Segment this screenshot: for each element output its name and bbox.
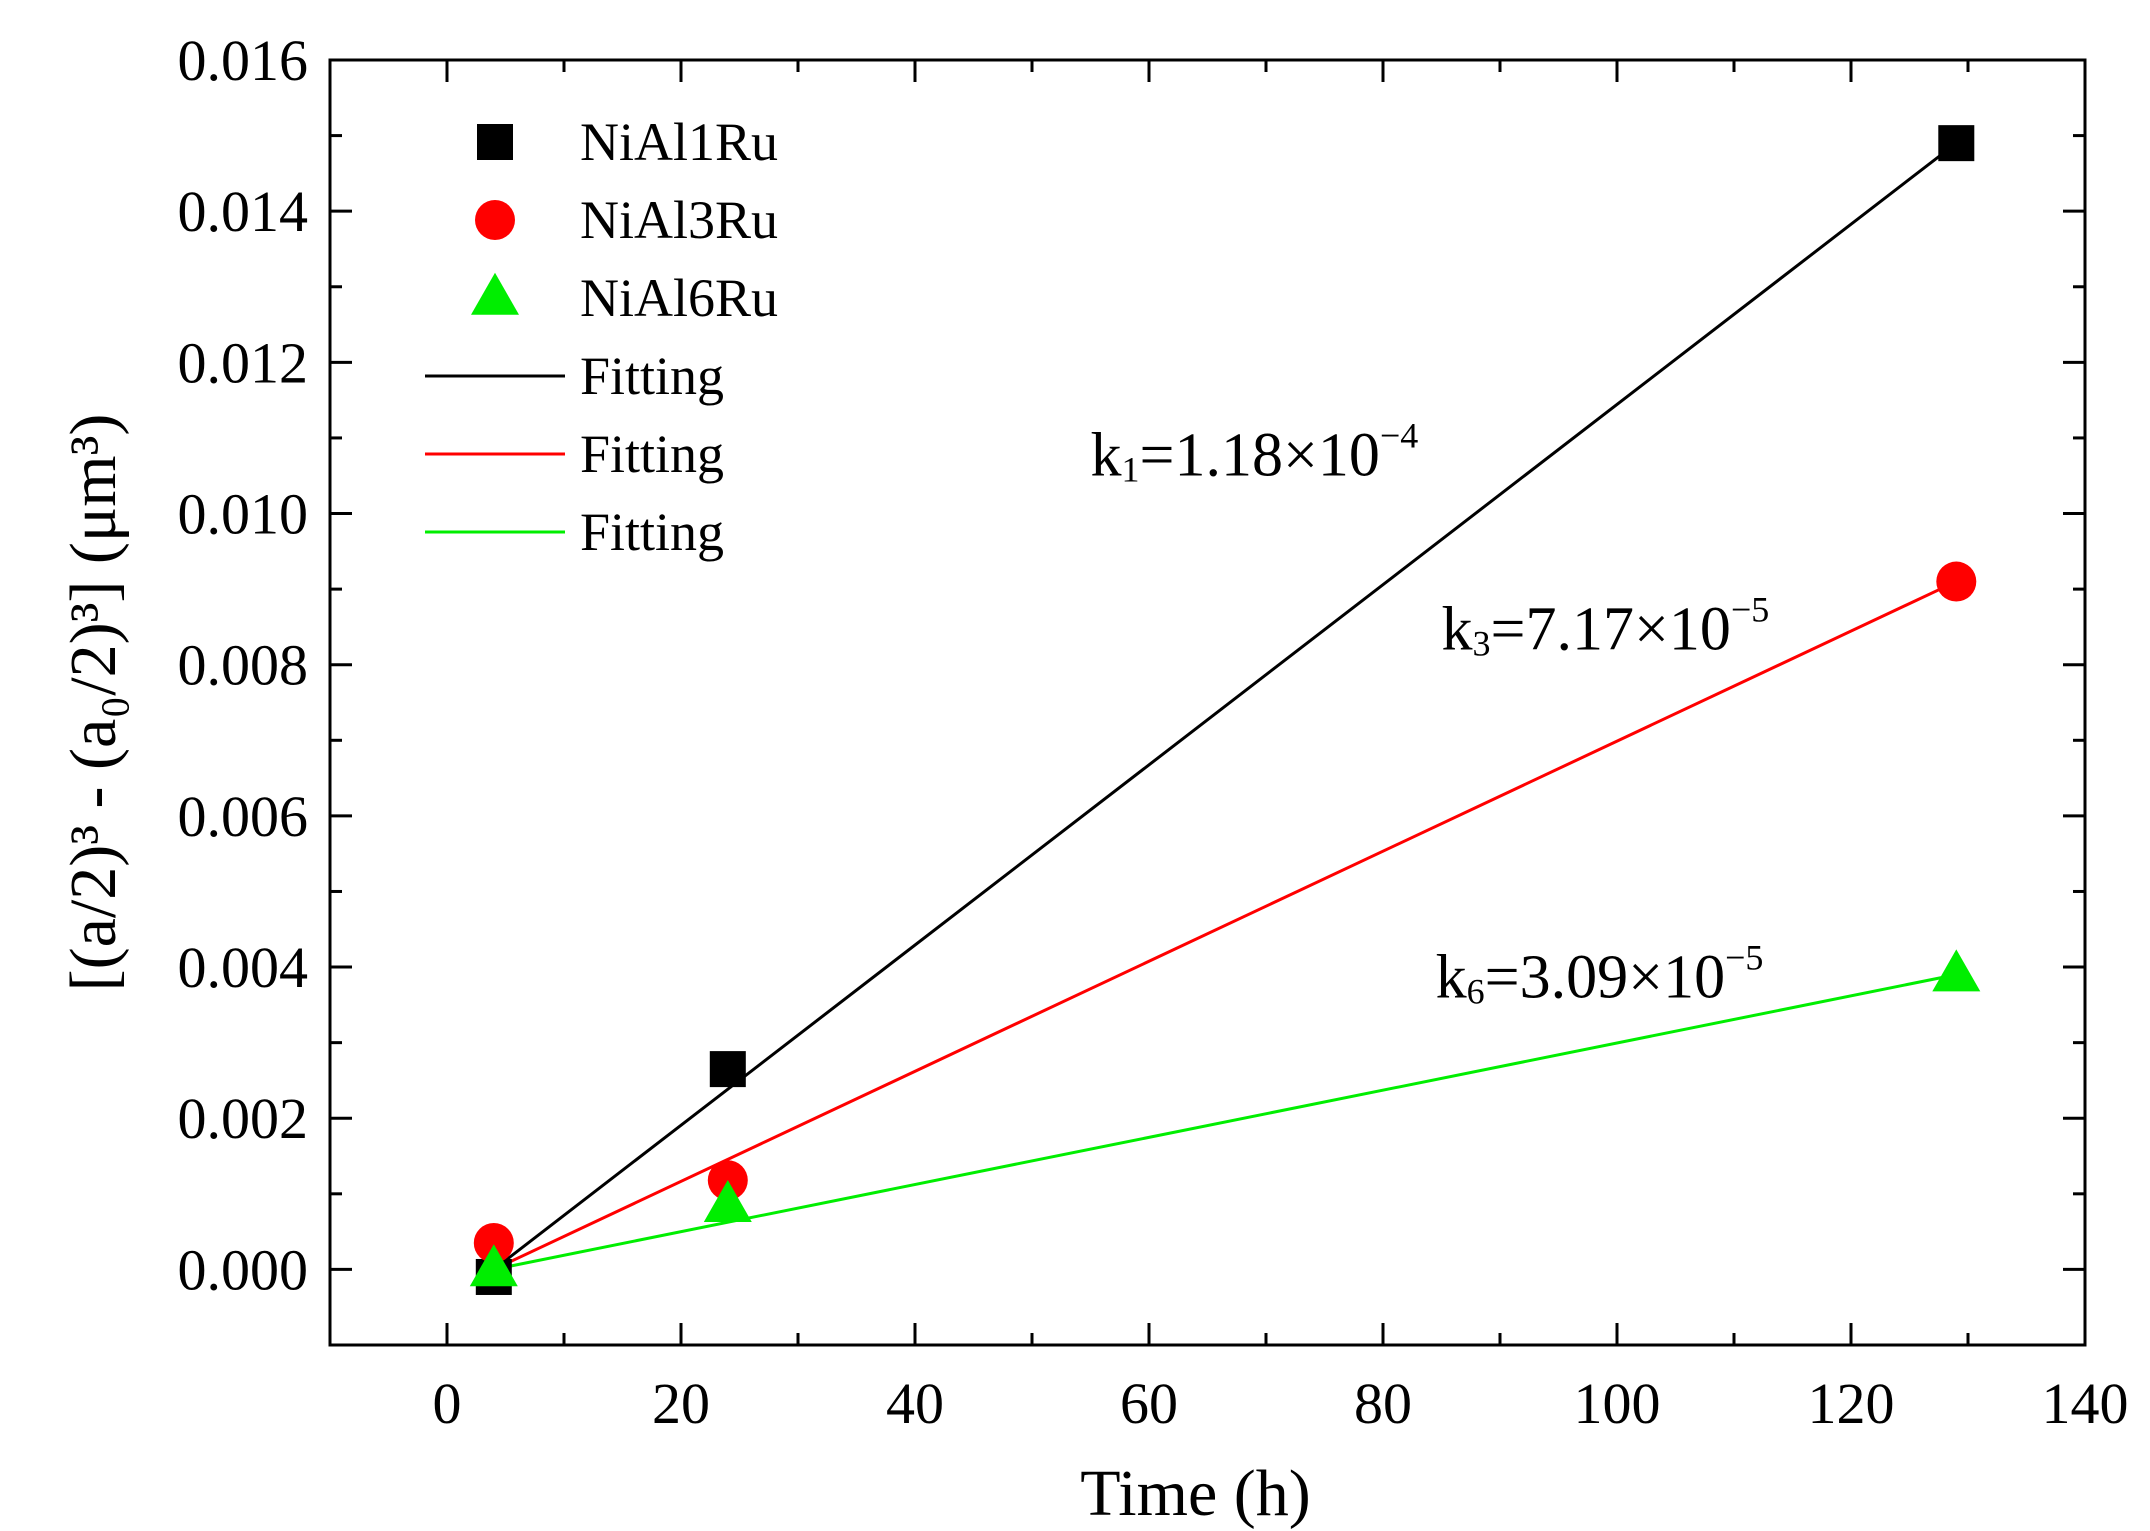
- legend-marker-NiAl1Ru: [477, 124, 513, 160]
- rate-constant-label-3: k6=3.09×10−5: [1436, 937, 1764, 1011]
- x-tick-label: 120: [1808, 1371, 1895, 1436]
- data-point-NiAl6Ru: [1932, 949, 1981, 992]
- y-tick-label: 0.000: [178, 1237, 309, 1302]
- y-tick-label: 0.014: [178, 179, 309, 244]
- legend-marker-NiAl3Ru: [475, 200, 515, 240]
- y-tick-label: 0.016: [178, 28, 309, 93]
- fit-line-2: [493, 580, 1957, 1271]
- x-tick-label: 60: [1120, 1371, 1178, 1436]
- axis-ticks: [328, 58, 2087, 1347]
- y-tick-label: 0.004: [178, 935, 309, 1000]
- legend-marker-NiAl6Ru: [471, 272, 519, 315]
- y-tick-label: 0.010: [178, 482, 309, 547]
- data-point-NiAl6Ru: [703, 1179, 752, 1222]
- legend-label: NiAl6Ru: [580, 268, 778, 328]
- legend-label: NiAl3Ru: [580, 190, 778, 250]
- y-tick-label: 0.012: [178, 330, 309, 395]
- y-tick-label: 0.002: [178, 1086, 309, 1151]
- legend-label: Fitting: [580, 346, 724, 406]
- x-axis-title: Time (h): [1080, 1457, 1310, 1530]
- rate-constant-label-2: k3=7.17×10−5: [1442, 590, 1770, 664]
- x-tick-label: 20: [652, 1371, 710, 1436]
- x-tick-label: 40: [886, 1371, 944, 1436]
- y-axis-title: [(a/2)³ - (a₀/2)³] (μm³): [57, 414, 130, 992]
- data-point-NiAl6Ru: [469, 1244, 518, 1287]
- rate-constant-label-1: k1=1.18×10−4: [1091, 416, 1419, 490]
- x-tick-label: 80: [1354, 1371, 1412, 1436]
- plot-frame: [328, 58, 2087, 1347]
- data-point-NiAl3Ru: [473, 1222, 514, 1263]
- legend-label: NiAl1Ru: [580, 112, 778, 172]
- legend-label: Fitting: [580, 424, 724, 484]
- tick-labels: 0 20 40 60 80 100 120 140 0.000 0.002 0.004 0.006 0.…: [178, 28, 2129, 1436]
- legend: NiAl1Ru NiAl3Ru NiAl6Ru Fitting Fitting Fitti…: [425, 112, 778, 562]
- data-points: [469, 125, 1981, 1295]
- data-point-NiAl3Ru: [1936, 561, 1977, 602]
- annotations: k1=1.18×10−4 k3=7.17×10−5 k6=3.09×10−5: [1091, 416, 1770, 1012]
- x-tick-label: 100: [1574, 1371, 1661, 1436]
- x-tick-label: 140: [2042, 1371, 2129, 1436]
- legend-label: Fitting: [580, 502, 724, 562]
- x-tick-label: 0: [433, 1371, 462, 1436]
- y-tick-label: 0.008: [178, 633, 309, 698]
- y-tick-label: 0.006: [178, 784, 309, 849]
- axis-titles: Time (h) [(a/2)³ - (a₀/2)³] (μm³): [57, 414, 1311, 1530]
- data-point-NiAl1Ru: [1938, 125, 1975, 162]
- data-point-NiAl1Ru: [709, 1051, 746, 1088]
